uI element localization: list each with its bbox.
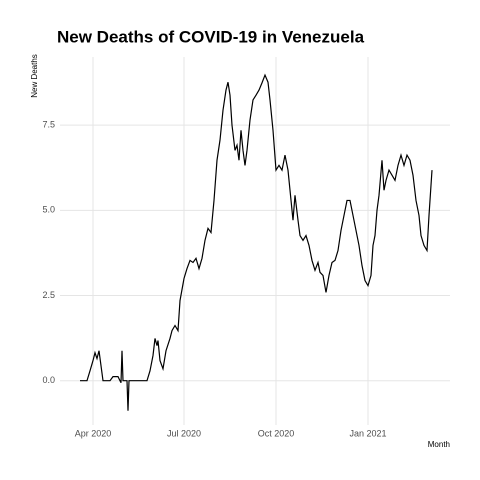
y-tick-label: 5.0 (42, 205, 55, 215)
x-tick-label: Jul 2020 (167, 428, 201, 438)
y-axis-title: New Deaths (30, 54, 39, 98)
x-tick-label: Apr 2020 (75, 428, 112, 438)
chart-title: New Deaths of COVID-19 in Venezuela (57, 27, 365, 46)
y-tick-label: 7.5 (42, 120, 55, 130)
y-tick-label: 0.0 (42, 375, 55, 385)
x-axis-title: Month (428, 440, 450, 449)
y-tick-label: 2.5 (42, 290, 55, 300)
x-tick-label: Oct 2020 (258, 428, 295, 438)
data-line (80, 73, 433, 411)
x-tick-label: Jan 2021 (349, 428, 386, 438)
